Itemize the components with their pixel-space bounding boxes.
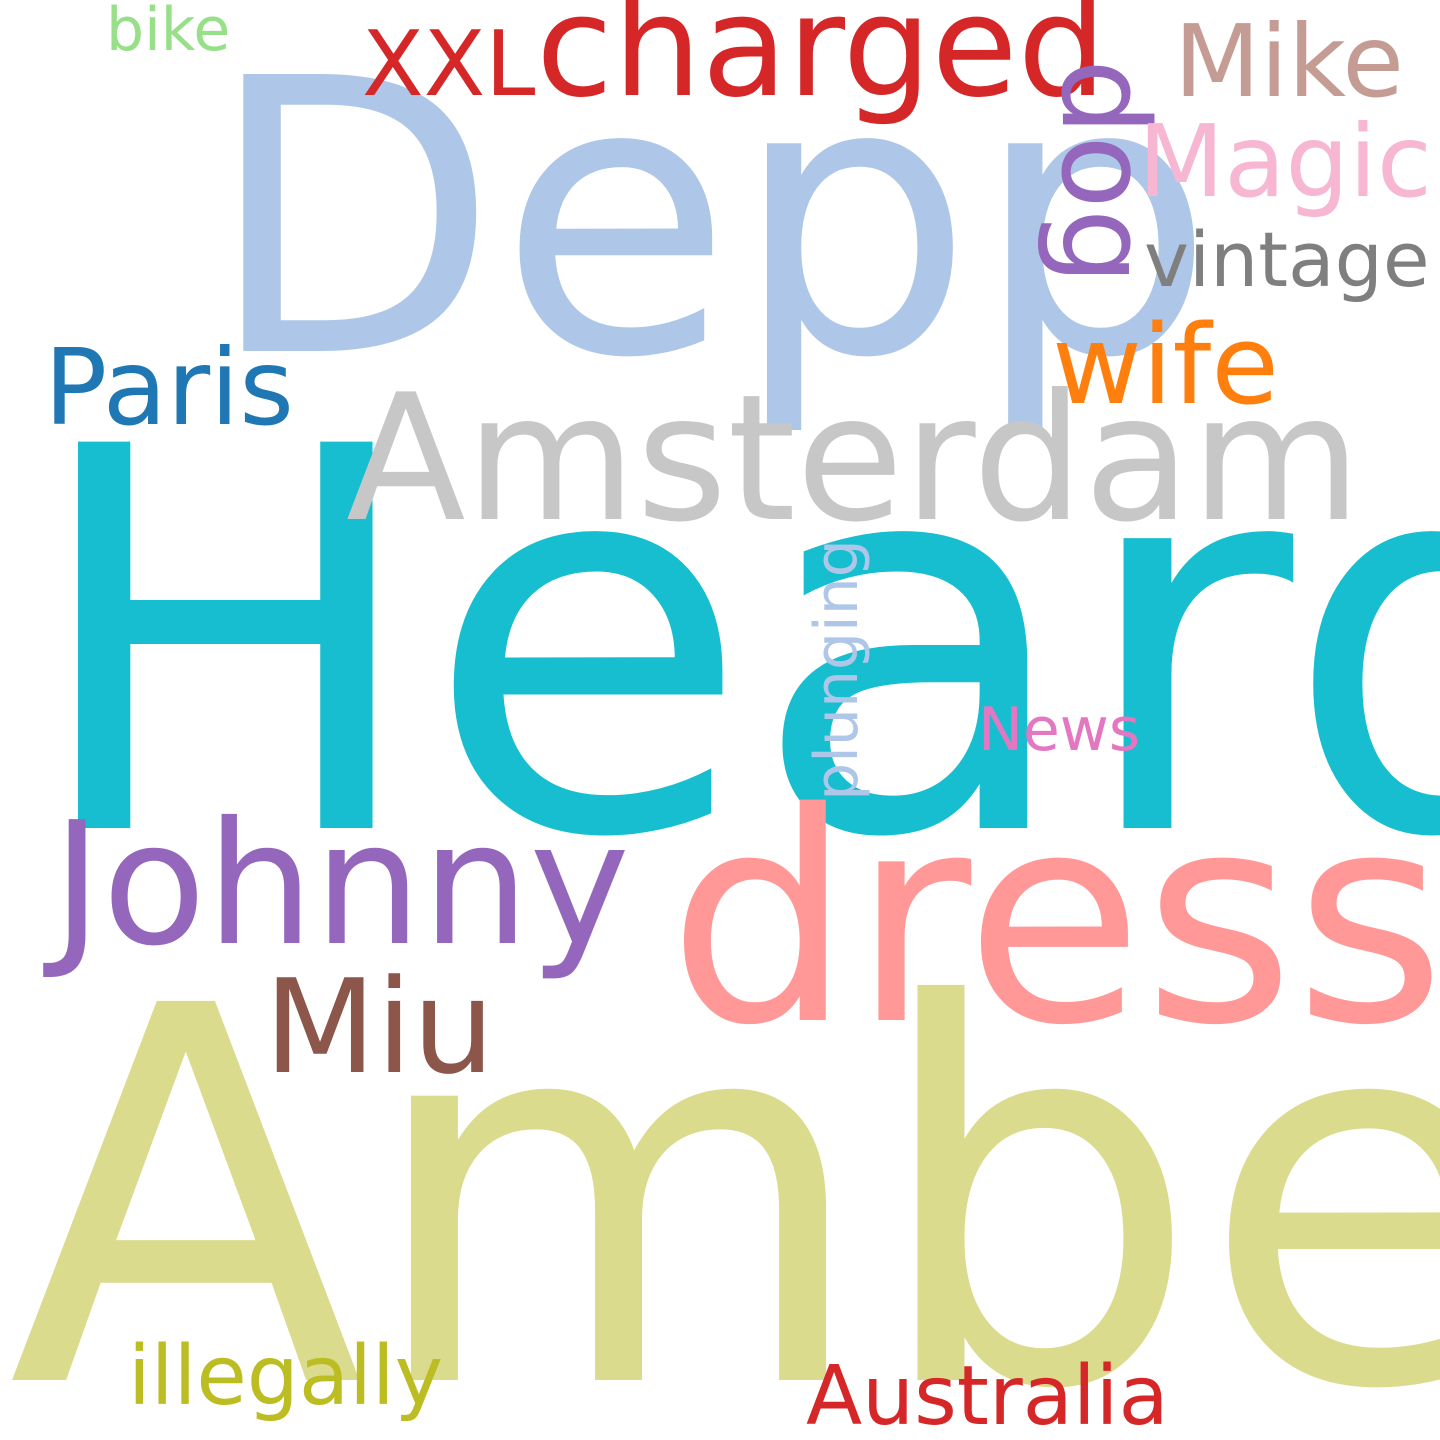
word-dress: dress [668,752,1440,1089]
word-news: News [978,695,1141,765]
word-paris: Paris [44,327,294,449]
word-charged: charged [536,0,1107,129]
word-plunging: plunging [801,539,872,801]
word-miu: Miu [264,951,495,1103]
word-xxl: XXL [362,12,536,117]
word-johnny: Johnny [52,786,630,984]
word-heard: Heard [26,336,1440,953]
word-depp: Depp [206,0,1215,441]
word-mike: Mike [1174,3,1404,120]
word-vintage: vintage [1144,215,1430,304]
word-bike: bike [106,0,231,65]
word-australia: Australia [806,1349,1169,1440]
word-magic: Magic [1138,103,1432,220]
word-wife: wife [1052,301,1279,429]
word-amber: Amber [8,897,1440,1440]
word-amsterdam: Amsterdam [346,358,1362,561]
word-illegally: illegally [128,1329,444,1424]
